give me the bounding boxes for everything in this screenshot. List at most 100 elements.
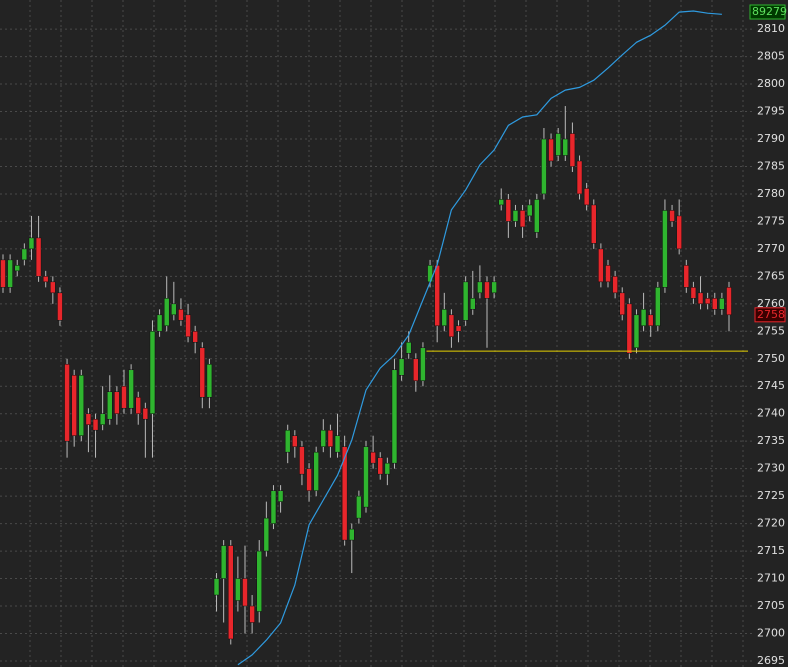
y-tick-label: 2765 — [757, 269, 785, 282]
candle-body — [697, 292, 704, 305]
y-tick-label: 2755 — [757, 324, 785, 337]
candle-body — [491, 281, 497, 294]
candle-body — [420, 347, 426, 382]
candle-body — [171, 303, 177, 316]
candle-body — [163, 298, 170, 327]
candle-body — [28, 237, 35, 250]
y-tick-label: 2810 — [757, 22, 785, 35]
candle-body — [121, 385, 127, 409]
candle-body — [384, 462, 391, 475]
candle-body — [7, 259, 13, 288]
candle-body — [398, 358, 405, 376]
price-box — [754, 307, 786, 323]
candle-body — [114, 391, 120, 414]
candle-body — [156, 314, 163, 332]
candle-body — [526, 204, 533, 217]
last-price-label: 2758 — [757, 308, 785, 321]
candle-body — [235, 578, 241, 601]
candle-body — [405, 342, 412, 354]
candle-body — [142, 407, 149, 420]
candle-body — [548, 138, 554, 162]
candle-body — [498, 199, 504, 206]
candle-body — [534, 199, 540, 233]
candle-body — [626, 303, 633, 354]
candle-body — [99, 413, 106, 425]
candle-body — [719, 298, 725, 310]
y-tick-label: 2740 — [757, 407, 785, 420]
candle-body — [562, 138, 569, 156]
candle-body — [619, 292, 625, 316]
y-tick-label: 2735 — [757, 434, 785, 447]
y-tick-label: 2715 — [757, 544, 785, 557]
candle-body — [470, 298, 476, 310]
line-label-box — [749, 4, 786, 20]
candle-body — [519, 210, 526, 228]
candle-body — [178, 309, 184, 321]
y-tick-label: 2780 — [757, 187, 785, 200]
candle-body — [35, 237, 42, 277]
y-tick-label: 2750 — [757, 352, 785, 365]
candle-body — [206, 364, 213, 398]
candle-body — [633, 314, 640, 349]
candle-body — [256, 550, 262, 612]
candle-body — [662, 210, 668, 288]
y-tick-label: 2695 — [757, 654, 785, 667]
candle-body — [78, 375, 85, 436]
y-tick-label: 2770 — [757, 242, 785, 255]
candle-body — [228, 545, 234, 640]
y-tick-label: 2705 — [757, 599, 785, 612]
candle-body — [612, 276, 618, 294]
candle-body — [591, 204, 597, 244]
candle-body — [676, 215, 682, 250]
y-tick-label: 2785 — [757, 159, 785, 172]
candle-body — [85, 413, 92, 425]
candle-body — [391, 369, 398, 464]
candle-body — [647, 314, 654, 327]
candle-body — [277, 490, 284, 502]
candle-body — [448, 314, 455, 338]
candle-body — [320, 429, 327, 447]
y-tick-label: 2805 — [757, 50, 785, 63]
y-tick-label: 2730 — [757, 462, 785, 475]
indicator-line — [237, 10, 722, 666]
candle-body — [512, 210, 519, 222]
candle-body — [135, 396, 141, 414]
candle-body — [242, 578, 248, 607]
candle-body — [576, 160, 583, 195]
candle-body — [377, 457, 383, 475]
y-tick-label: 2710 — [757, 572, 785, 585]
candle-body — [14, 265, 20, 272]
candle-body — [583, 188, 590, 206]
candle-body — [313, 451, 319, 491]
candle-body — [327, 429, 334, 447]
y-tick-label: 2760 — [757, 297, 785, 310]
y-tick-label: 2790 — [757, 132, 785, 145]
line-last-label: 89279 — [752, 5, 787, 18]
candle-body — [64, 364, 70, 442]
candle-body — [263, 517, 270, 552]
candle-body — [712, 298, 718, 310]
candle-body — [640, 309, 647, 327]
candle-body — [299, 446, 305, 475]
candle-body — [306, 468, 312, 491]
candle-body — [284, 429, 291, 453]
y-tick-label: 2795 — [757, 105, 785, 118]
candle-body — [655, 287, 661, 327]
candle-body — [292, 435, 298, 447]
candle-body — [270, 490, 277, 524]
candle-body — [434, 265, 440, 327]
y-tick-label: 2745 — [757, 379, 785, 392]
candle-body — [569, 133, 576, 167]
candle-body — [363, 446, 369, 508]
candle-body — [441, 309, 448, 327]
candle-body — [185, 314, 191, 338]
candle-body — [42, 276, 49, 283]
candle-body — [21, 248, 28, 261]
candle-body — [334, 435, 341, 453]
y-tick-label: 2725 — [757, 489, 785, 502]
candle-body — [220, 545, 227, 579]
candle-body — [0, 259, 6, 288]
candle-body — [213, 578, 220, 596]
